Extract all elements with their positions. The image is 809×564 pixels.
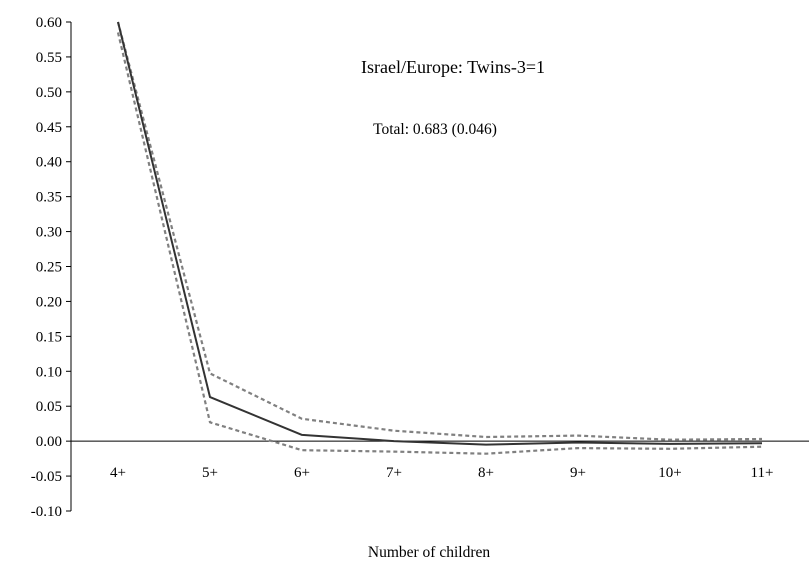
chart-title: Israel/Europe: Twins-3=1 [361, 57, 545, 77]
y-tick-label: -0.10 [31, 504, 62, 520]
chart-subtitle: Total: 0.683 (0.046) [373, 121, 497, 138]
x-axis-tick-labels: 4+ 5+ 6+ 7+ 8+ 9+ 10+ 11+ [110, 465, 773, 481]
series-lines [116, 21, 763, 455]
x-tick-label: 5+ [202, 465, 218, 481]
x-tick-label: 9+ [570, 465, 586, 481]
y-tick-label: 0.00 [36, 434, 62, 450]
y-axis-ticks: 0.60 0.55 0.50 0.45 0.40 0.35 0.30 0.25 0.20 0.15… [31, 15, 71, 520]
y-tick-label: 0.25 [36, 260, 62, 276]
estimate-line [117, 21, 763, 446]
y-tick-label: 0.10 [36, 364, 62, 380]
y-tick-label: 0.05 [36, 399, 62, 415]
y-tick-label: 0.20 [36, 294, 62, 310]
y-tick-label: 0.60 [36, 15, 62, 31]
x-tick-label: 11+ [751, 465, 774, 481]
y-tick-label: 0.30 [36, 225, 62, 241]
x-tick-label: 7+ [386, 465, 402, 481]
y-tick-label: 0.45 [36, 120, 62, 136]
lower-confidence-line [116, 32, 763, 455]
x-tick-label: 10+ [658, 465, 681, 481]
x-axis-label: Number of children [368, 544, 490, 561]
y-tick-label: 0.40 [36, 155, 62, 171]
y-tick-label: 0.15 [36, 329, 62, 345]
y-tick-label: 0.55 [36, 50, 62, 66]
x-tick-label: 4+ [110, 465, 126, 481]
x-tick-label: 6+ [294, 465, 310, 481]
y-tick-label: -0.05 [31, 469, 62, 485]
upper-confidence-line [116, 21, 763, 441]
y-tick-label: 0.35 [36, 190, 62, 206]
x-tick-label: 8+ [478, 465, 494, 481]
y-tick-label: 0.50 [36, 85, 62, 101]
